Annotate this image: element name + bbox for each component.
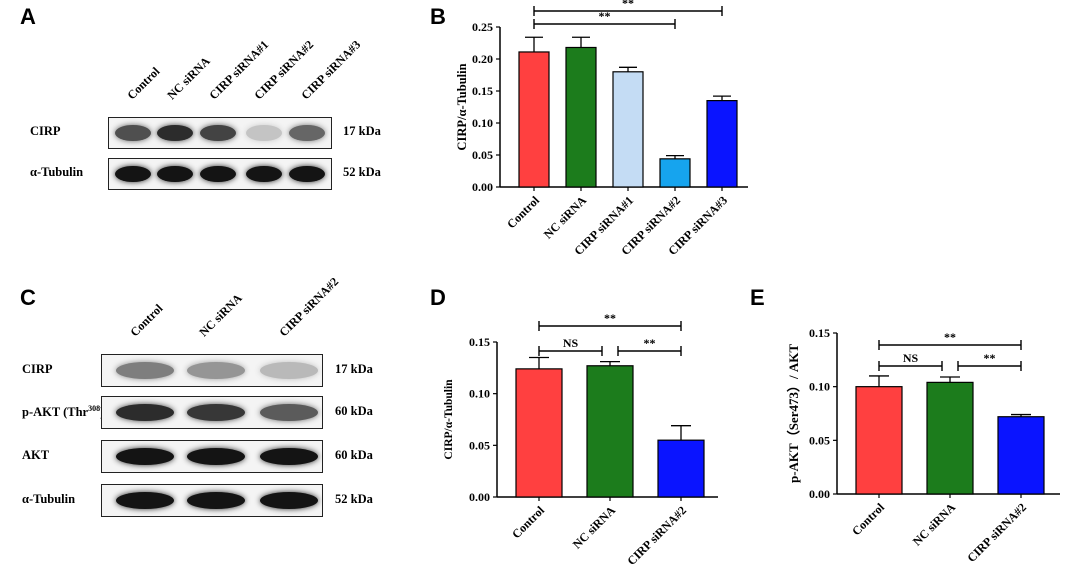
y-tick-label: 0.10 bbox=[469, 387, 490, 401]
blot-row-label: CIRP bbox=[30, 124, 61, 138]
y-tick-label: 0.05 bbox=[469, 438, 490, 452]
panel-letter-c: C bbox=[20, 285, 36, 310]
blot-band bbox=[260, 403, 318, 422]
significance-label: ** bbox=[604, 311, 616, 325]
bar bbox=[997, 416, 1045, 495]
blot-kda-label: 17 kDa bbox=[335, 361, 373, 376]
panel-letter-e: E bbox=[750, 285, 765, 310]
y-tick-label: 0.00 bbox=[469, 490, 490, 504]
blot-band bbox=[116, 491, 174, 510]
blot-band bbox=[116, 361, 174, 380]
bar bbox=[657, 439, 705, 498]
significance-label: NS bbox=[563, 336, 579, 350]
y-tick-label: 0.00 bbox=[809, 487, 830, 501]
y-tick-label: 0.05 bbox=[809, 433, 830, 447]
significance-label: ** bbox=[644, 336, 656, 350]
y-tick-label: 0.10 bbox=[809, 380, 830, 394]
x-tick-label: CIRP siRNA#2 bbox=[964, 500, 1029, 565]
bar bbox=[565, 46, 597, 188]
blot-kda-label: 60 kDa bbox=[335, 447, 373, 462]
blot-strip bbox=[101, 484, 323, 517]
blot-band bbox=[246, 124, 282, 142]
blot-band bbox=[116, 403, 174, 422]
blot-band bbox=[200, 124, 236, 142]
blot-band bbox=[187, 361, 245, 380]
panel-letter-d: D bbox=[430, 285, 446, 310]
blot-band bbox=[200, 165, 236, 183]
y-tick-label: 0.00 bbox=[472, 180, 493, 194]
significance-label: ** bbox=[599, 9, 611, 23]
blot-strip bbox=[108, 117, 332, 149]
blot-kda-label: 60 kDa bbox=[335, 403, 373, 418]
x-tick-label: Control bbox=[849, 500, 887, 538]
blot-band bbox=[187, 491, 245, 510]
panel-letter-a: A bbox=[20, 4, 36, 29]
significance-label: ** bbox=[944, 330, 956, 344]
blot-band bbox=[289, 165, 325, 183]
bar bbox=[586, 365, 634, 498]
bar bbox=[855, 386, 903, 495]
blot-band bbox=[187, 403, 245, 422]
y-tick-label: 0.15 bbox=[469, 335, 490, 349]
y-tick-label: 0.20 bbox=[472, 52, 493, 66]
blot-row-label: α-Tubulin bbox=[30, 165, 84, 179]
y-tick-label: 0.15 bbox=[472, 84, 493, 98]
blot-row-label: AKT bbox=[22, 447, 50, 462]
blot-band bbox=[187, 447, 245, 466]
significance-label: ** bbox=[984, 351, 996, 365]
blot-band bbox=[115, 165, 151, 183]
significance-label: ** bbox=[622, 0, 634, 10]
blot-row-label: CIRP bbox=[22, 361, 53, 376]
x-tick-label: NC siRNA bbox=[910, 500, 959, 549]
blot-band bbox=[260, 361, 318, 380]
blot-row-label: p-AKT (Thr308) bbox=[22, 403, 104, 419]
blot-band bbox=[115, 124, 151, 142]
blot-row-label: α-Tubulin bbox=[22, 491, 76, 506]
blot-band bbox=[260, 447, 318, 466]
y-axis-label: CIRP/α-Tubulin bbox=[443, 379, 455, 460]
bar bbox=[612, 71, 644, 188]
significance-label: NS bbox=[903, 351, 919, 365]
blot-band bbox=[260, 491, 318, 510]
y-tick-label: 0.25 bbox=[472, 20, 493, 34]
y-axis-label: p-AKT（Ser473）/ AKT bbox=[786, 344, 801, 483]
bar bbox=[926, 381, 974, 495]
blot-strip bbox=[101, 354, 323, 387]
bar bbox=[518, 51, 550, 188]
y-tick-label: 0.05 bbox=[472, 148, 493, 162]
panel-letter-b: B bbox=[430, 4, 446, 29]
blot-kda-label: 17 kDa bbox=[343, 124, 381, 138]
blot-kda-label: 52 kDa bbox=[335, 491, 373, 506]
blot-strip bbox=[101, 440, 323, 473]
blot-strip bbox=[108, 158, 332, 190]
blot-kda-label: 52 kDa bbox=[343, 165, 381, 179]
y-tick-label: 0.15 bbox=[809, 326, 830, 340]
blot-band bbox=[116, 447, 174, 466]
blot-band bbox=[289, 124, 325, 142]
blot-band bbox=[157, 165, 193, 183]
blot-band bbox=[157, 124, 193, 142]
y-tick-label: 0.10 bbox=[472, 116, 493, 130]
blot-band bbox=[246, 165, 282, 183]
blot-strip bbox=[101, 396, 323, 429]
y-axis-label: CIRP/α-Tubulin bbox=[455, 63, 469, 150]
bar bbox=[515, 368, 563, 498]
